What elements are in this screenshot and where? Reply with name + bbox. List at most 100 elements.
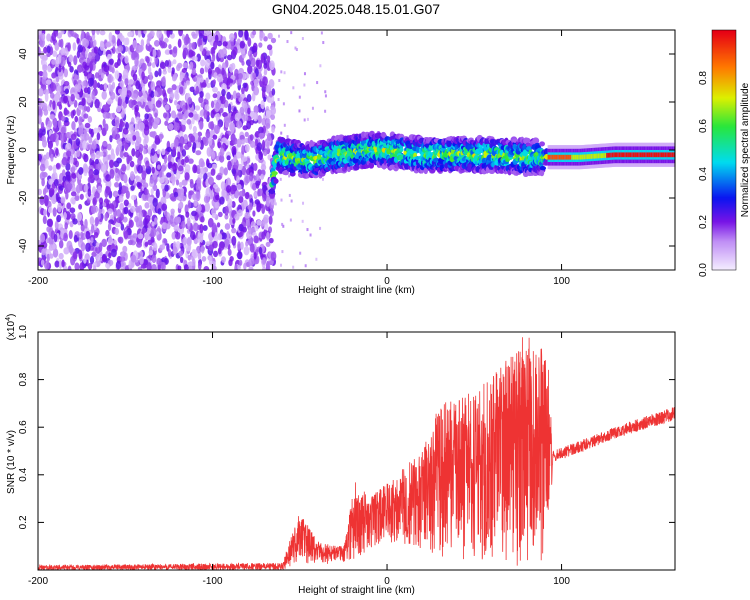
noise-speckle — [96, 132, 101, 141]
noise-speckle — [191, 210, 197, 217]
noise-speckle — [269, 60, 275, 71]
colorbar-band — [712, 154, 736, 157]
noise-speckle — [80, 224, 85, 232]
noise-speckle — [244, 72, 250, 79]
noise-speckle — [227, 103, 232, 114]
noise-speckle — [123, 173, 128, 184]
noise-speckle — [43, 46, 48, 54]
noise-speckle — [152, 48, 157, 58]
noise-speckle — [189, 179, 194, 185]
noise-speckle — [205, 77, 209, 84]
noise-speckle — [53, 233, 58, 243]
noise-speckle — [116, 105, 122, 113]
noise-speckle — [63, 95, 69, 104]
noise-speckle — [128, 219, 134, 228]
noise-speckle — [130, 117, 135, 126]
noise-speckle — [215, 194, 220, 201]
noise-speckle — [240, 138, 245, 145]
noise-speckle — [164, 120, 169, 126]
noise-speckle — [243, 114, 249, 122]
noise-speckle — [141, 227, 147, 234]
noise-speckle — [67, 182, 73, 190]
noise-speckle — [42, 64, 48, 72]
colorbar-band — [712, 254, 736, 257]
noise-speckle — [267, 32, 273, 40]
noise-speckle — [262, 149, 268, 156]
noise-speckle — [280, 70, 283, 74]
signal-cell — [271, 171, 278, 176]
noise-speckle — [70, 30, 74, 37]
colorbar-band — [712, 98, 736, 101]
noise-speckle — [172, 246, 178, 255]
noise-speckle — [78, 104, 83, 111]
noise-speckle — [148, 196, 154, 205]
signal-cell — [368, 162, 375, 169]
colorbar-band — [712, 128, 736, 131]
noise-speckle — [47, 120, 53, 128]
noise-speckle — [113, 208, 118, 218]
colorbar-band — [712, 214, 736, 217]
noise-speckle — [78, 203, 83, 210]
noise-speckle — [68, 230, 73, 240]
noise-speckle — [229, 216, 233, 226]
noise-speckle — [51, 171, 58, 182]
noise-speckle — [243, 246, 250, 256]
noise-speckle — [147, 44, 153, 53]
colorbar-band — [712, 190, 736, 193]
noise-speckle — [160, 76, 166, 87]
snr-series-line — [38, 337, 675, 570]
noise-speckle — [289, 218, 292, 222]
noise-speckle — [303, 118, 306, 122]
colorbar-band — [712, 88, 736, 91]
colorbar-band — [712, 184, 736, 187]
noise-speckle — [128, 78, 134, 85]
colorbar-band — [712, 76, 736, 79]
noise-speckle — [89, 255, 95, 265]
noise-speckle — [158, 67, 162, 77]
noise-speckle — [253, 105, 259, 114]
noise-speckle — [170, 208, 175, 215]
noise-speckle — [64, 109, 70, 115]
noise-speckle — [38, 128, 43, 138]
colorbar-band — [712, 244, 736, 247]
noise-speckle — [237, 251, 243, 260]
noise-speckle — [71, 173, 77, 179]
noise-speckle — [249, 172, 254, 182]
noise-speckle — [212, 53, 216, 62]
noise-speckle — [72, 218, 78, 225]
noise-speckle — [39, 233, 46, 243]
colorbar-band — [712, 160, 736, 163]
noise-speckle — [253, 191, 258, 198]
noise-speckle — [207, 217, 214, 228]
noise-speckle — [234, 263, 238, 270]
noise-speckle — [170, 196, 177, 202]
noise-speckle — [97, 211, 101, 220]
noise-speckle — [182, 236, 188, 246]
noise-speckle — [157, 208, 162, 215]
colorbar-band — [712, 146, 736, 149]
noise-speckle — [114, 119, 120, 128]
noise-speckle — [73, 234, 78, 243]
noise-speckle — [172, 74, 177, 82]
colorbar-band — [712, 178, 736, 181]
noise-speckle — [49, 114, 56, 120]
noise-speckle — [83, 257, 87, 264]
noise-speckle — [249, 243, 255, 253]
colorbar-band — [712, 258, 736, 261]
noise-speckle — [86, 106, 91, 113]
noise-speckle — [149, 71, 153, 82]
noise-speckle — [151, 264, 157, 270]
noise-speckle — [141, 170, 147, 181]
noise-speckle — [90, 205, 97, 214]
noise-speckle — [260, 100, 265, 110]
noise-speckle — [112, 130, 116, 139]
noise-speckle — [63, 80, 70, 87]
noise-speckle — [119, 79, 124, 89]
noise-speckle — [232, 137, 238, 145]
noise-speckle — [247, 65, 253, 75]
noise-speckle — [85, 242, 91, 253]
noise-speckle — [168, 44, 172, 50]
noise-speckle — [76, 184, 81, 194]
noise-speckle — [179, 74, 183, 82]
